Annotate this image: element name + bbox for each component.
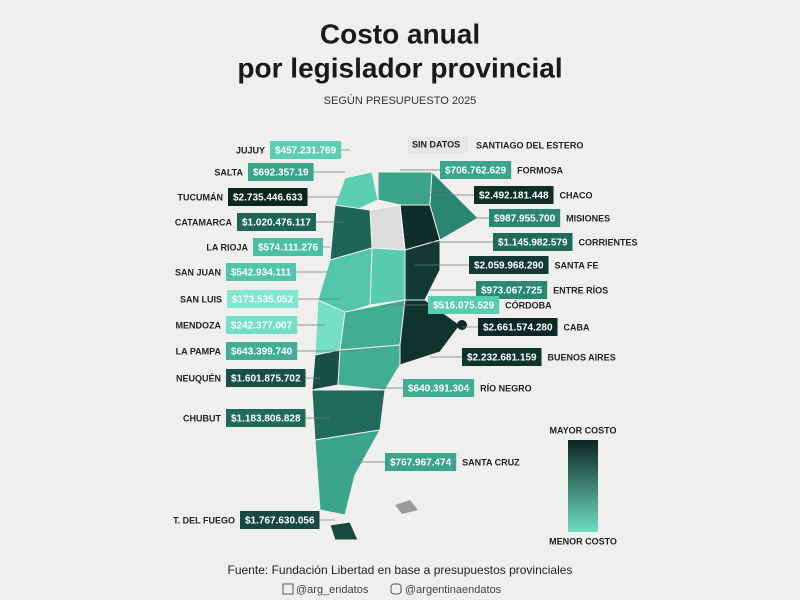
region — [329, 521, 359, 541]
cost-label: $1.767.630.056 — [245, 516, 315, 527]
no-data-box — [408, 137, 468, 153]
cost-label: $2.661.574.280 — [483, 323, 553, 334]
map — [311, 170, 479, 541]
cost-label: $542.934.111 — [231, 268, 292, 279]
cost-box — [248, 163, 314, 181]
region — [314, 429, 381, 516]
social-ig: @argentinaendatos — [405, 584, 502, 596]
cost-label: $1.183.806.828 — [231, 414, 301, 425]
province-name: MISIONES — [566, 213, 610, 223]
cost-label: $2.492.181.448 — [479, 191, 549, 202]
title: Costo anual — [320, 18, 480, 49]
cost-label: $2.232.681.159 — [467, 353, 537, 364]
cost-label: $640.391.304 — [408, 384, 470, 395]
cost-label: $706.762.629 — [445, 166, 507, 177]
cost-box — [228, 188, 308, 206]
cost-box — [474, 186, 554, 204]
cost-box — [240, 511, 320, 529]
region — [311, 349, 341, 391]
cost-box — [462, 348, 542, 366]
region — [369, 204, 406, 251]
cost-box — [226, 342, 298, 360]
province-name: T. DEL FUEGO — [173, 515, 235, 525]
region — [369, 247, 406, 306]
cost-label: $2.059.968.290 — [474, 261, 544, 272]
cost-box — [226, 263, 297, 281]
cost-label: $2.735.446.633 — [233, 193, 303, 204]
cost-label: $242.377.007 — [231, 321, 293, 332]
cost-label: $692.357.19 — [253, 168, 309, 179]
province-name: SAN JUAN — [175, 267, 221, 277]
province-name: CABA — [564, 322, 590, 332]
province-name: SALTA — [214, 167, 243, 177]
cost-box — [253, 238, 324, 256]
social-x: @arg_endatos — [296, 584, 369, 596]
icon-x — [282, 583, 294, 595]
province-name: ENTRE RÍOS — [553, 285, 608, 295]
cost-box — [428, 296, 500, 314]
province-name: FORMOSA — [517, 165, 563, 175]
province-name: JUJUY — [236, 145, 265, 155]
province-name: SANTA CRUZ — [462, 457, 520, 467]
cost-box — [489, 209, 561, 227]
cost-label: $973.067.725 — [481, 286, 543, 297]
cost-box — [403, 379, 475, 397]
cost-label: $574.111.276 — [258, 243, 319, 254]
cost-label: $987.955.700 — [494, 214, 556, 225]
legend-high: MAYOR COSTO — [549, 425, 616, 435]
province-name: BUENOS AIRES — [548, 352, 616, 362]
no-data-name: SANTIAGO DEL ESTERO — [476, 140, 583, 150]
icon-ig — [390, 583, 402, 595]
region — [457, 320, 467, 330]
cost-label: $643.399.740 — [231, 347, 293, 358]
legend-gradient — [568, 440, 598, 532]
region — [334, 171, 379, 213]
cost-label: $173.535.052 — [232, 295, 294, 306]
islands — [395, 500, 418, 514]
province-name: CATAMARCA — [175, 217, 233, 227]
cost-label: $767.967.474 — [390, 458, 452, 469]
legend-low: MENOR COSTO — [549, 536, 617, 546]
province-name: NEUQUÉN — [176, 373, 221, 383]
region — [337, 344, 401, 391]
cost-box — [476, 281, 548, 299]
province-name: CHACO — [560, 190, 593, 200]
cost-box — [237, 213, 316, 231]
cost-box — [385, 453, 457, 471]
cost-box — [227, 290, 299, 308]
cost-label: $1.020.476.117 — [242, 218, 311, 229]
no-data-tag: SIN DATOS — [412, 139, 460, 149]
cost-label: $516.075.529 — [433, 301, 495, 312]
cost-label: $1.145.982.579 — [498, 238, 568, 249]
province-name: CHUBUT — [183, 413, 221, 423]
cost-box — [493, 233, 573, 251]
province-name: TUCUMÁN — [178, 192, 224, 202]
cost-box — [226, 369, 306, 387]
cost-box — [469, 256, 549, 274]
title: por legislador provincial — [237, 52, 562, 83]
cost-box — [440, 161, 512, 179]
province-name: MENDOZA — [176, 320, 222, 330]
subtitle: SEGÚN PRESUPUESTO 2025 — [324, 94, 477, 107]
cost-box — [226, 409, 306, 427]
cost-box — [270, 141, 342, 159]
province-name: CORRIENTES — [579, 237, 638, 247]
province-name: SAN LUIS — [180, 294, 222, 304]
region — [377, 171, 433, 206]
cost-label: $1.601.875.702 — [231, 374, 301, 385]
province-name: SANTA FE — [555, 260, 599, 270]
province-name: LA PAMPA — [176, 346, 222, 356]
source: Fuente: Fundación Libertad en base a pre… — [228, 563, 573, 577]
cost-label: $457.231.769 — [275, 146, 337, 157]
province-name: CÓRDOBA — [505, 299, 552, 310]
cost-box — [226, 316, 298, 334]
province-name: LA RIOJA — [206, 242, 248, 252]
cost-box — [478, 318, 558, 336]
province-name: RÍO NEGRO — [480, 383, 532, 393]
